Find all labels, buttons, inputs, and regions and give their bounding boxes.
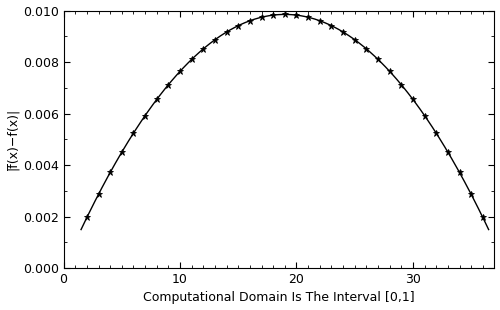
Y-axis label: |f̅(x)−f(x)|: |f̅(x)−f(x)| (6, 108, 18, 171)
X-axis label: Computational Domain Is The Interval [0,1]: Computational Domain Is The Interval [0,… (143, 291, 415, 304)
